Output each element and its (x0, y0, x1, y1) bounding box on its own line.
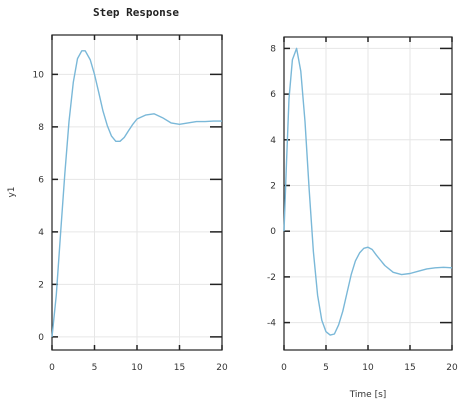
x-tick-label: 20 (446, 363, 458, 373)
x-tick-label: 0 (49, 363, 55, 373)
x-tick-label: 0 (281, 363, 287, 373)
x-tick-label: 15 (404, 363, 415, 373)
x-axis-label: Time [s] (349, 390, 387, 400)
x-tick-label: 5 (92, 363, 98, 373)
subplot-2: 0 5 10 15 20 -4 -2 0 2 4 6 8 (267, 36, 458, 373)
y-tick-label: 2 (270, 182, 276, 192)
y-tick-label: 4 (38, 228, 44, 238)
x-tick-label: 5 (323, 363, 329, 373)
x-tick-label: 10 (362, 363, 374, 373)
x-tick-label: 20 (216, 363, 228, 373)
y-tick-label: 8 (38, 123, 44, 133)
series-line-1 (51, 50, 222, 337)
y-tick-label: 4 (270, 136, 276, 146)
x-tick-label: 15 (174, 363, 185, 373)
x-tick-label: 10 (131, 363, 143, 373)
y-tick-label: 10 (33, 70, 45, 80)
y-tick-label: 0 (38, 333, 44, 343)
y-tick-label: 0 (270, 227, 276, 237)
chart-title: Step Response (93, 6, 179, 19)
y-tick-label: 6 (270, 90, 276, 100)
series-line-1 (283, 47, 453, 336)
y-tick-label: 6 (38, 175, 44, 185)
y-tick-label: 8 (270, 44, 276, 54)
y-axis-label: y1 (7, 186, 17, 197)
y-tick-label: -4 (267, 319, 276, 329)
subplot-1: 0 5 10 15 20 0 2 4 6 8 10 (33, 34, 228, 373)
y-tick-label: -2 (267, 273, 276, 283)
y-tick-label: 2 (38, 280, 44, 290)
